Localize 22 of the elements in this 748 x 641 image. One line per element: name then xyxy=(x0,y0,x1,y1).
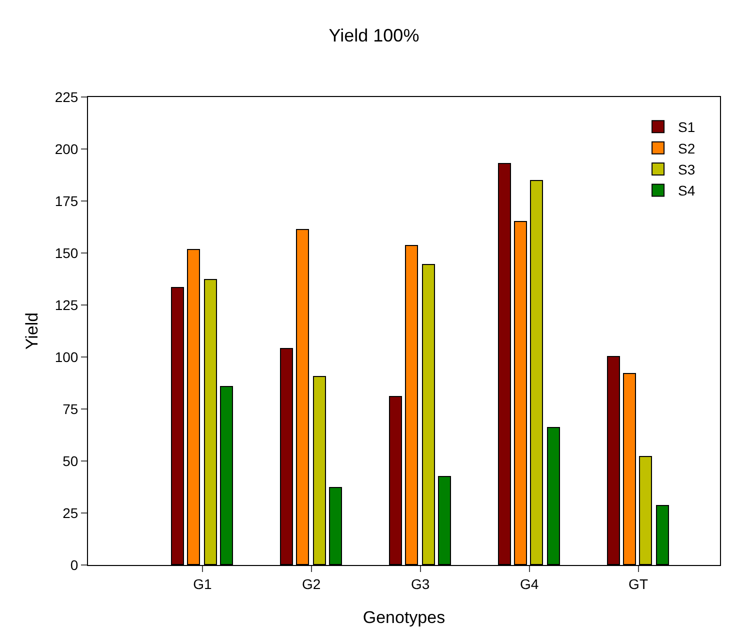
y-tick-label: 50 xyxy=(62,452,78,469)
x-tick-label: G4 xyxy=(520,576,539,592)
legend-label: S3 xyxy=(678,162,696,178)
y-tick-label: 0 xyxy=(70,556,78,573)
x-tick-label: G2 xyxy=(302,576,321,592)
x-tick-label: G1 xyxy=(193,576,212,592)
y-tick-label: 175 xyxy=(54,192,78,209)
x-tick-label: G3 xyxy=(410,576,430,592)
x-tick-label: GT xyxy=(628,576,648,592)
legend-label: S2 xyxy=(678,140,696,156)
y-tick-label: 25 xyxy=(62,504,78,521)
y-tick-label: 200 xyxy=(54,140,78,157)
chart-title: Yield 100% xyxy=(328,25,420,46)
y-tick-label: 75 xyxy=(62,400,78,417)
y-tick-label: 125 xyxy=(54,296,78,313)
y-tick-label: 100 xyxy=(54,348,78,365)
y-tick-label: 225 xyxy=(54,88,78,105)
y-tick-label: 150 xyxy=(54,244,78,261)
x-axis-title: Genotypes xyxy=(362,608,446,628)
legend-label: S4 xyxy=(678,182,696,199)
y-axis-title: Yield xyxy=(22,312,42,350)
legend-label: S1 xyxy=(678,119,696,136)
